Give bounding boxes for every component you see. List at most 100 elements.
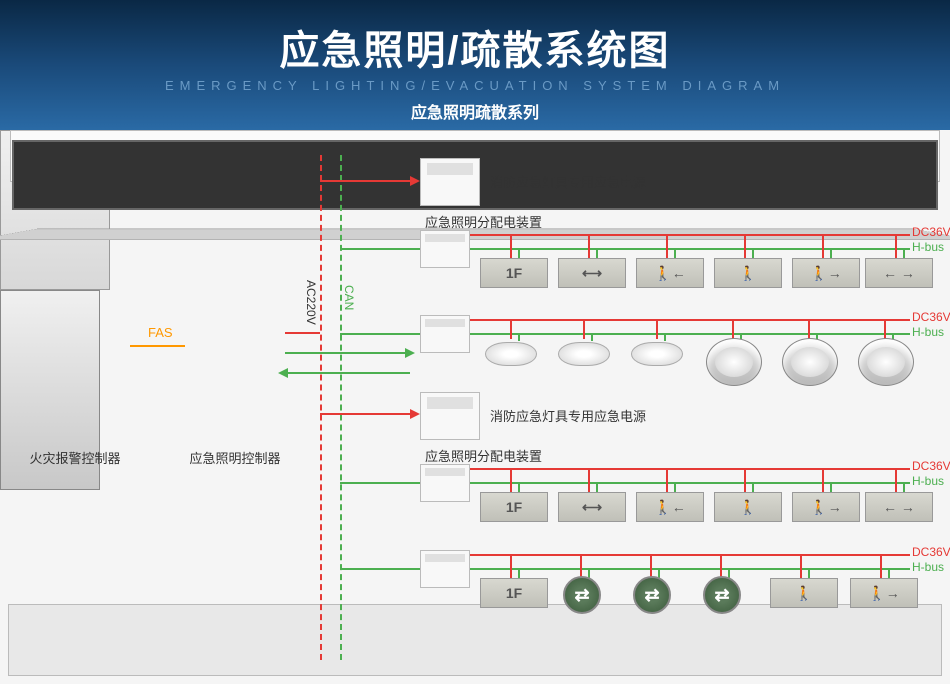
- drop-line: [830, 248, 832, 258]
- drop-line: [518, 333, 520, 341]
- drop-line: [510, 468, 512, 492]
- drop-line: [674, 248, 676, 258]
- exit-sign-1f: 1F: [480, 492, 548, 522]
- drop-line: [880, 554, 882, 578]
- drop-line: [666, 468, 668, 492]
- drop-line: [650, 554, 652, 578]
- exit-sign: 🚶→: [792, 492, 860, 522]
- exit-sign: 🚶→: [850, 578, 918, 608]
- exit-sign: ⟷: [558, 492, 626, 522]
- downlight-large: [858, 338, 914, 386]
- row6-dc36v-label: DC36V: [912, 545, 950, 559]
- exit-sign: ← →: [865, 492, 933, 522]
- drop-line: [830, 482, 832, 492]
- row3-dc36v-line: [470, 319, 910, 321]
- power-supply-panel-1: [420, 158, 480, 206]
- drop-line: [510, 554, 512, 578]
- exit-sign: 🚶: [714, 492, 782, 522]
- drop-line: [744, 234, 746, 258]
- drop-line: [596, 248, 598, 258]
- drop-line: [800, 554, 802, 578]
- exit-sign: ⟷: [558, 258, 626, 288]
- row3-can-line: [340, 333, 420, 335]
- drop-line: [664, 333, 666, 341]
- exit-sign: 🚶→: [792, 258, 860, 288]
- distribution-label-2: 应急照明分配电装置: [425, 446, 542, 465]
- row2-dc36v-label: DC36V: [912, 225, 950, 239]
- drop-line: [903, 482, 905, 492]
- row5-can-line: [340, 482, 420, 484]
- downlight-large: [706, 338, 762, 386]
- row1-arrow-icon: [410, 176, 420, 186]
- drop-line: [518, 568, 520, 578]
- drop-line: [895, 468, 897, 492]
- drop-line: [888, 568, 890, 578]
- row6-can-line: [340, 568, 420, 570]
- row6-hbus-label: H-bus: [912, 560, 944, 574]
- drop-line: [752, 248, 754, 258]
- row3-hbus-label: H-bus: [912, 325, 944, 339]
- distribution-panel-3: [420, 464, 470, 502]
- row5-hbus-line: [470, 482, 910, 484]
- row5-dc36v-line: [470, 468, 910, 470]
- drop-line: [732, 319, 734, 339]
- can-bus-line: [340, 155, 342, 660]
- downlight-large: [782, 338, 838, 386]
- exit-sign: 🚶: [770, 578, 838, 608]
- drop-line: [903, 248, 905, 258]
- fas-line: [130, 345, 185, 347]
- distribution-panel-4: [420, 550, 470, 588]
- row2-can-line: [340, 248, 420, 250]
- row4-arrow-icon: [410, 409, 420, 419]
- row2-hbus-label: H-bus: [912, 240, 944, 254]
- drop-line: [895, 234, 897, 258]
- row6-dc36v-line: [470, 554, 910, 556]
- power-supply-panel-2: [420, 392, 480, 440]
- drop-line: [518, 482, 520, 492]
- drop-line: [510, 234, 512, 258]
- row3-hbus-line: [470, 333, 910, 335]
- exit-sign: 🚶←: [636, 492, 704, 522]
- row2-hbus-line: [470, 248, 910, 250]
- fas-label: FAS: [148, 325, 173, 340]
- drop-line: [674, 482, 676, 492]
- drop-line: [591, 333, 593, 341]
- row5-hbus-label: H-bus: [912, 474, 944, 488]
- row1-red-line: [320, 180, 415, 182]
- ctrl-to-ac-line: [285, 332, 320, 334]
- drop-line: [596, 482, 598, 492]
- can-arrow-right-icon: [405, 348, 415, 358]
- round-sign: ⇄: [703, 576, 741, 614]
- fire-alarm-label: 火灾报警控制器: [20, 448, 130, 467]
- title-sub: 应急照明疏散系列: [0, 99, 950, 123]
- drop-line: [656, 319, 658, 339]
- power-supply-label-2: 消防应急灯具专用应急电源: [490, 406, 646, 425]
- system-diagram: 火灾报警控制器 应急照明控制器 FAS AC220V CAN 消防应急灯具专用应…: [0, 130, 950, 684]
- exit-sign: 🚶: [714, 258, 782, 288]
- can-return-line: [285, 372, 410, 374]
- title-main: 应急照明/疏散系统图: [0, 18, 950, 76]
- drop-line: [808, 568, 810, 578]
- row6-hbus-line: [470, 568, 910, 570]
- row2-dc36v-line: [470, 234, 910, 236]
- drop-line: [580, 554, 582, 578]
- drop-line: [720, 554, 722, 578]
- lighting-controller-label: 应急照明控制器: [185, 448, 285, 467]
- distribution-panel-2: [420, 315, 470, 353]
- exit-sign: ← →: [865, 258, 933, 288]
- row4-red-line: [320, 413, 415, 415]
- drop-line: [518, 248, 520, 258]
- round-sign: ⇄: [633, 576, 671, 614]
- title-en: EMERGENCY LIGHTING/EVACUATION SYSTEM DIA…: [0, 78, 950, 93]
- drop-line: [583, 319, 585, 339]
- ac220v-label: AC220V: [304, 280, 318, 325]
- header: 应急照明/疏散系统图 EMERGENCY LIGHTING/EVACUATION…: [0, 0, 950, 130]
- power-supply-label-1: 消防应急灯具专用应急电源: [490, 172, 646, 191]
- drop-line: [744, 468, 746, 492]
- drop-line: [752, 482, 754, 492]
- drop-line: [588, 234, 590, 258]
- exit-sign-1f: 1F: [480, 258, 548, 288]
- distribution-label-1: 应急照明分配电装置: [425, 212, 542, 231]
- drop-line: [510, 319, 512, 339]
- distribution-panel-1: [420, 230, 470, 268]
